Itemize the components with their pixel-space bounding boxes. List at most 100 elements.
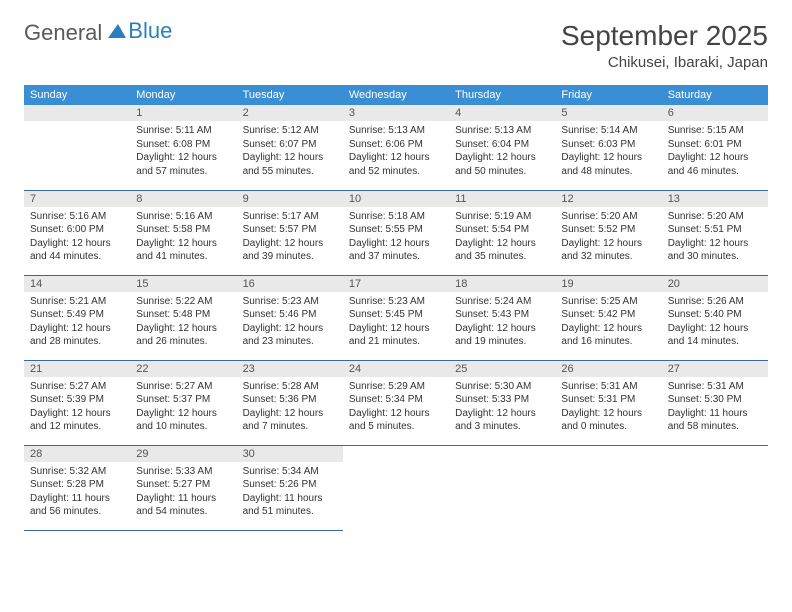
calendar-cell: 14Sunrise: 5:21 AMSunset: 5:49 PMDayligh… [24, 275, 130, 360]
day-header: Tuesday [237, 85, 343, 105]
calendar-row: 21Sunrise: 5:27 AMSunset: 5:39 PMDayligh… [24, 360, 768, 445]
day-info: Sunrise: 5:18 AMSunset: 5:55 PMDaylight:… [343, 207, 449, 268]
header: General Blue September 2025 Chikusei, Ib… [24, 20, 768, 71]
calendar-cell: 28Sunrise: 5:32 AMSunset: 5:28 PMDayligh… [24, 445, 130, 530]
day-number: 5 [555, 105, 661, 121]
day-info: Sunrise: 5:23 AMSunset: 5:46 PMDaylight:… [237, 292, 343, 353]
day-info: Sunrise: 5:22 AMSunset: 5:48 PMDaylight:… [130, 292, 236, 353]
calendar-cell: 18Sunrise: 5:24 AMSunset: 5:43 PMDayligh… [449, 275, 555, 360]
day-info: Sunrise: 5:13 AMSunset: 6:06 PMDaylight:… [343, 121, 449, 182]
calendar-row: 1Sunrise: 5:11 AMSunset: 6:08 PMDaylight… [24, 105, 768, 190]
calendar-cell: 15Sunrise: 5:22 AMSunset: 5:48 PMDayligh… [130, 275, 236, 360]
day-info: Sunrise: 5:26 AMSunset: 5:40 PMDaylight:… [662, 292, 768, 353]
calendar-cell: 16Sunrise: 5:23 AMSunset: 5:46 PMDayligh… [237, 275, 343, 360]
calendar-cell [343, 445, 449, 530]
day-info: Sunrise: 5:14 AMSunset: 6:03 PMDaylight:… [555, 121, 661, 182]
day-header-row: SundayMondayTuesdayWednesdayThursdayFrid… [24, 85, 768, 105]
day-info: Sunrise: 5:13 AMSunset: 6:04 PMDaylight:… [449, 121, 555, 182]
day-number: 30 [237, 446, 343, 462]
day-info: Sunrise: 5:17 AMSunset: 5:57 PMDaylight:… [237, 207, 343, 268]
calendar-cell [24, 105, 130, 190]
calendar-cell: 24Sunrise: 5:29 AMSunset: 5:34 PMDayligh… [343, 360, 449, 445]
day-number-empty [24, 105, 130, 121]
calendar-body: 1Sunrise: 5:11 AMSunset: 6:08 PMDaylight… [24, 105, 768, 530]
calendar-row: 7Sunrise: 5:16 AMSunset: 6:00 PMDaylight… [24, 190, 768, 275]
day-info: Sunrise: 5:20 AMSunset: 5:51 PMDaylight:… [662, 207, 768, 268]
calendar-cell: 30Sunrise: 5:34 AMSunset: 5:26 PMDayligh… [237, 445, 343, 530]
calendar-cell [555, 445, 661, 530]
logo-text-1: General [24, 20, 102, 46]
day-number: 20 [662, 276, 768, 292]
day-number: 11 [449, 191, 555, 207]
day-header: Thursday [449, 85, 555, 105]
calendar-cell: 6Sunrise: 5:15 AMSunset: 6:01 PMDaylight… [662, 105, 768, 190]
day-number: 27 [662, 361, 768, 377]
day-number: 2 [237, 105, 343, 121]
calendar-cell: 5Sunrise: 5:14 AMSunset: 6:03 PMDaylight… [555, 105, 661, 190]
day-number: 3 [343, 105, 449, 121]
calendar-row: 28Sunrise: 5:32 AMSunset: 5:28 PMDayligh… [24, 445, 768, 530]
calendar-cell: 23Sunrise: 5:28 AMSunset: 5:36 PMDayligh… [237, 360, 343, 445]
calendar-grid: SundayMondayTuesdayWednesdayThursdayFrid… [24, 85, 768, 531]
day-number: 28 [24, 446, 130, 462]
calendar-cell: 3Sunrise: 5:13 AMSunset: 6:06 PMDaylight… [343, 105, 449, 190]
calendar-cell: 12Sunrise: 5:20 AMSunset: 5:52 PMDayligh… [555, 190, 661, 275]
day-number: 16 [237, 276, 343, 292]
day-info: Sunrise: 5:16 AMSunset: 5:58 PMDaylight:… [130, 207, 236, 268]
day-number: 19 [555, 276, 661, 292]
day-info: Sunrise: 5:28 AMSunset: 5:36 PMDaylight:… [237, 377, 343, 438]
day-info: Sunrise: 5:20 AMSunset: 5:52 PMDaylight:… [555, 207, 661, 268]
day-info: Sunrise: 5:16 AMSunset: 6:00 PMDaylight:… [24, 207, 130, 268]
calendar-cell: 1Sunrise: 5:11 AMSunset: 6:08 PMDaylight… [130, 105, 236, 190]
calendar-cell: 17Sunrise: 5:23 AMSunset: 5:45 PMDayligh… [343, 275, 449, 360]
day-header: Sunday [24, 85, 130, 105]
calendar-cell: 20Sunrise: 5:26 AMSunset: 5:40 PMDayligh… [662, 275, 768, 360]
calendar-cell: 26Sunrise: 5:31 AMSunset: 5:31 PMDayligh… [555, 360, 661, 445]
day-number: 8 [130, 191, 236, 207]
day-header: Friday [555, 85, 661, 105]
calendar-cell: 9Sunrise: 5:17 AMSunset: 5:57 PMDaylight… [237, 190, 343, 275]
day-info: Sunrise: 5:24 AMSunset: 5:43 PMDaylight:… [449, 292, 555, 353]
day-info: Sunrise: 5:31 AMSunset: 5:31 PMDaylight:… [555, 377, 661, 438]
day-number: 15 [130, 276, 236, 292]
day-info: Sunrise: 5:34 AMSunset: 5:26 PMDaylight:… [237, 462, 343, 523]
calendar-cell [662, 445, 768, 530]
calendar-cell: 13Sunrise: 5:20 AMSunset: 5:51 PMDayligh… [662, 190, 768, 275]
day-number: 26 [555, 361, 661, 377]
day-info: Sunrise: 5:29 AMSunset: 5:34 PMDaylight:… [343, 377, 449, 438]
day-info: Sunrise: 5:19 AMSunset: 5:54 PMDaylight:… [449, 207, 555, 268]
day-number: 4 [449, 105, 555, 121]
day-info: Sunrise: 5:30 AMSunset: 5:33 PMDaylight:… [449, 377, 555, 438]
day-number: 12 [555, 191, 661, 207]
logo-text-2: Blue [128, 18, 172, 44]
day-info: Sunrise: 5:32 AMSunset: 5:28 PMDaylight:… [24, 462, 130, 523]
day-number: 9 [237, 191, 343, 207]
day-header: Monday [130, 85, 236, 105]
day-number: 21 [24, 361, 130, 377]
day-info: Sunrise: 5:21 AMSunset: 5:49 PMDaylight:… [24, 292, 130, 353]
calendar-cell: 25Sunrise: 5:30 AMSunset: 5:33 PMDayligh… [449, 360, 555, 445]
calendar-cell [449, 445, 555, 530]
day-number: 18 [449, 276, 555, 292]
logo-sail-icon [106, 20, 128, 46]
calendar-cell: 4Sunrise: 5:13 AMSunset: 6:04 PMDaylight… [449, 105, 555, 190]
calendar-cell: 21Sunrise: 5:27 AMSunset: 5:39 PMDayligh… [24, 360, 130, 445]
day-number: 6 [662, 105, 768, 121]
day-number: 25 [449, 361, 555, 377]
day-info: Sunrise: 5:11 AMSunset: 6:08 PMDaylight:… [130, 121, 236, 182]
calendar-cell: 22Sunrise: 5:27 AMSunset: 5:37 PMDayligh… [130, 360, 236, 445]
calendar-cell: 27Sunrise: 5:31 AMSunset: 5:30 PMDayligh… [662, 360, 768, 445]
calendar-cell: 7Sunrise: 5:16 AMSunset: 6:00 PMDaylight… [24, 190, 130, 275]
month-title: September 2025 [561, 20, 768, 52]
day-header: Wednesday [343, 85, 449, 105]
day-number: 13 [662, 191, 768, 207]
calendar-row: 14Sunrise: 5:21 AMSunset: 5:49 PMDayligh… [24, 275, 768, 360]
day-info: Sunrise: 5:27 AMSunset: 5:37 PMDaylight:… [130, 377, 236, 438]
day-info: Sunrise: 5:31 AMSunset: 5:30 PMDaylight:… [662, 377, 768, 438]
calendar-cell: 19Sunrise: 5:25 AMSunset: 5:42 PMDayligh… [555, 275, 661, 360]
location: Chikusei, Ibaraki, Japan [561, 54, 768, 71]
day-info: Sunrise: 5:33 AMSunset: 5:27 PMDaylight:… [130, 462, 236, 523]
day-info: Sunrise: 5:25 AMSunset: 5:42 PMDaylight:… [555, 292, 661, 353]
day-info: Sunrise: 5:23 AMSunset: 5:45 PMDaylight:… [343, 292, 449, 353]
calendar-cell: 29Sunrise: 5:33 AMSunset: 5:27 PMDayligh… [130, 445, 236, 530]
